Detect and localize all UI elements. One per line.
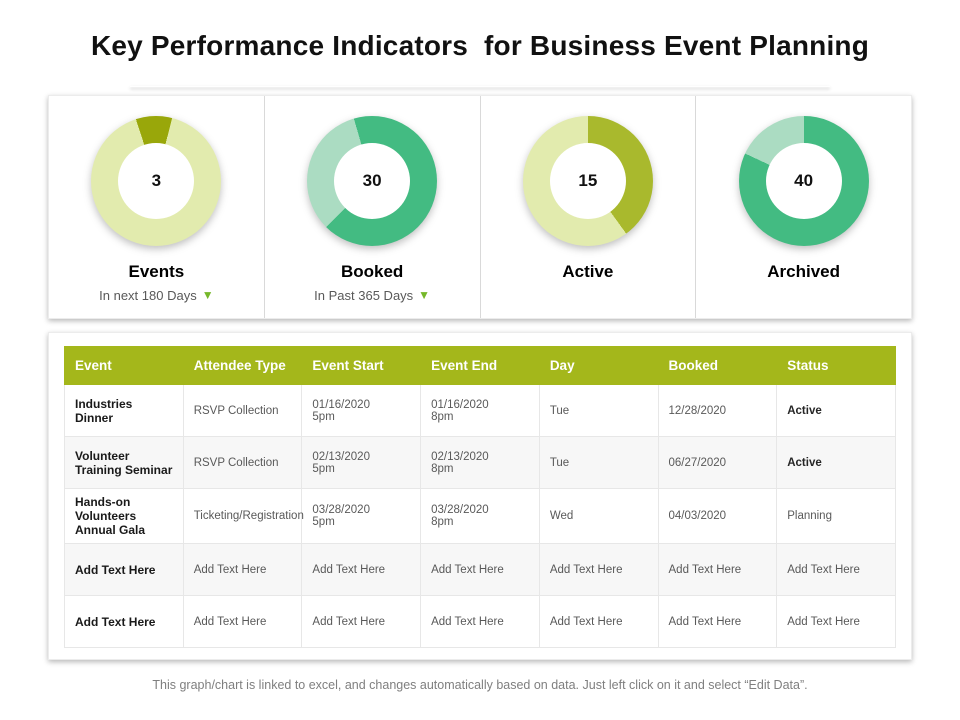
event-name-cell: Add Text Here — [64, 595, 184, 648]
table-cell: 01/16/2020 5pm — [301, 384, 422, 437]
table-cell: Add Text Here — [301, 543, 422, 596]
page-title: Key Performance Indicators for Business … — [90, 30, 870, 61]
table-cell: Add Text Here — [301, 595, 422, 648]
table-row: Hands-on Volunteers Annual Gala Ticketing… — [64, 488, 896, 544]
column-header: Attendee Type — [182, 346, 303, 385]
event-name-cell: Industries Dinner — [64, 384, 184, 437]
table-cell: 12/28/2020 — [657, 384, 778, 437]
donut-value-events: 3 — [151, 171, 162, 190]
donut-chart-booked: 30 — [307, 116, 438, 246]
kpi-booked: 30 Booked In Past 365 Days ▼ — [265, 96, 481, 318]
column-header: Booked — [657, 346, 778, 385]
event-table: Event Attendee Type Event Start Event End Da… — [64, 346, 896, 648]
footer-note: This graph/chart is linked to excel, and… — [152, 677, 808, 692]
table-cell: Wed — [538, 488, 659, 544]
trend-down-icon: ▼ — [418, 288, 431, 302]
kpi-label-active: Active — [562, 262, 614, 281]
column-header: Status — [776, 346, 896, 385]
table-cell: Add Text Here — [182, 595, 303, 648]
table-cell: Planning — [776, 488, 896, 544]
table-cell: 06/27/2020 — [657, 436, 778, 489]
table-cell: Add Text Here — [776, 543, 896, 596]
table-cell: Add Text Here — [776, 595, 896, 648]
table-cell: Active — [776, 384, 896, 437]
event-name-cell: Volunteer Training Seminar — [64, 436, 184, 489]
event-name-cell: Hands-on Volunteers Annual Gala — [64, 488, 184, 544]
donut-value-archived: 40 — [794, 171, 814, 190]
table-cell: Tue — [538, 384, 659, 437]
table-cell: 01/16/2020 8pm — [420, 384, 540, 437]
table-row: Add Text Here Add Text Here Add Text Here A… — [64, 543, 896, 596]
table-cell: 04/03/2020 — [657, 488, 778, 544]
table-row: Industries Dinner RSVP Collection 01/16/20… — [64, 384, 896, 437]
kpi-donut-panel[interactable]: 3 Events In next 180 Days ▼ 30 Booked In… — [48, 95, 912, 319]
table-cell: Tue — [538, 436, 659, 489]
event-table-body: Industries Dinner RSVP Collection 01/16/20… — [64, 384, 896, 648]
kpi-archived: 40 Archived — [696, 96, 911, 318]
kpi-active: 15 Active — [481, 96, 697, 318]
table-cell: Add Text Here — [182, 543, 303, 596]
column-header: Event End — [420, 346, 540, 385]
table-cell: Active — [776, 436, 896, 489]
table-cell: Add Text Here — [420, 595, 540, 648]
title-divider-shadow — [130, 86, 830, 87]
column-header: Event Start — [301, 346, 422, 385]
table-cell: 02/13/2020 5pm — [301, 436, 422, 489]
table-cell: RSVP Collection — [182, 384, 303, 437]
kpi-label-archived: Archived — [767, 262, 840, 281]
donut-chart-events: 3 — [91, 116, 222, 246]
table-cell: 03/28/2020 5pm — [301, 488, 422, 544]
table-cell: Ticketing/Registration — [182, 488, 304, 544]
table-cell: 02/13/2020 8pm — [420, 436, 540, 489]
table-row: Add Text Here Add Text Here Add Text Here A… — [64, 595, 896, 648]
column-header: Day — [538, 346, 659, 385]
table-cell: Add Text Here — [538, 543, 659, 596]
table-cell: Add Text Here — [420, 543, 540, 596]
trend-down-icon: ▼ — [201, 288, 214, 302]
kpi-subtitle-text: In Past 365 Days — [314, 287, 414, 303]
event-name-cell: Add Text Here — [64, 543, 184, 596]
table-cell: RSVP Collection — [182, 436, 303, 489]
event-table-panel[interactable]: Event Attendee Type Event Start Event End Da… — [48, 332, 912, 660]
donut-value-active: 15 — [578, 171, 598, 190]
donut-value-booked: 30 — [362, 171, 382, 190]
event-table-head-row: Event Attendee Type Event Start Event End Da… — [64, 346, 896, 385]
kpi-subtitle-booked: In Past 365 Days ▼ — [314, 287, 430, 303]
kpi-subtitle-events: In next 180 Days ▼ — [99, 287, 213, 303]
table-cell: Add Text Here — [538, 595, 659, 648]
donut-chart-active: 15 — [522, 116, 653, 246]
kpi-label-events: Events — [128, 262, 185, 281]
kpi-subtitle-text: In next 180 Days — [99, 287, 197, 303]
table-row: Volunteer Training Seminar RSVP Collectio… — [64, 436, 896, 489]
kpi-label-booked: Booked — [340, 262, 404, 281]
kpi-events: 3 Events In next 180 Days ▼ — [49, 96, 265, 318]
table-cell: Add Text Here — [657, 595, 778, 648]
table-cell: Add Text Here — [657, 543, 778, 596]
table-cell: 03/28/2020 8pm — [420, 488, 540, 544]
donut-chart-archived: 40 — [738, 116, 869, 246]
column-header: Event — [64, 346, 184, 385]
